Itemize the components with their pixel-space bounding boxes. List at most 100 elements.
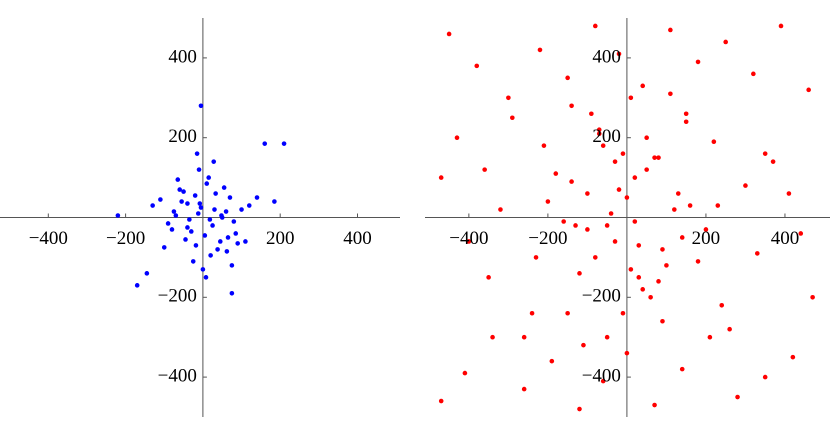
point (672, 207, 677, 212)
point (581, 342, 586, 348)
point (227, 195, 233, 200)
x-tick-label: 400 (771, 228, 800, 249)
point (683, 111, 689, 117)
point (592, 23, 598, 29)
point (533, 255, 539, 260)
point (762, 374, 768, 380)
point (620, 151, 626, 156)
point (656, 279, 661, 284)
point (660, 318, 665, 324)
point (446, 31, 452, 37)
point (652, 155, 657, 160)
point (239, 207, 244, 212)
point (683, 119, 689, 125)
point (644, 135, 649, 140)
point (596, 127, 602, 133)
y-tick-label: −400 (582, 365, 621, 386)
y-tick-label: −400 (158, 365, 197, 386)
point (668, 91, 673, 97)
point (735, 394, 740, 400)
point (177, 187, 183, 192)
y-tick-label: 400 (592, 46, 621, 67)
point (221, 185, 227, 190)
point (592, 255, 598, 260)
point (187, 217, 192, 222)
point (183, 237, 188, 242)
x-tick-label: 200 (266, 228, 295, 249)
point (620, 310, 626, 316)
point (569, 179, 574, 184)
point (589, 111, 594, 117)
point (608, 211, 614, 216)
point (521, 334, 527, 340)
y-tick-label: 400 (168, 46, 197, 67)
point (715, 203, 721, 208)
point (185, 225, 190, 230)
point (115, 213, 121, 218)
point (233, 231, 239, 236)
point (679, 235, 685, 240)
point (604, 334, 610, 340)
point (727, 326, 732, 332)
point (498, 207, 503, 212)
point (573, 223, 578, 228)
point (196, 167, 202, 172)
point (229, 291, 235, 296)
point (158, 197, 163, 202)
point (648, 295, 653, 300)
point (173, 213, 179, 218)
point (640, 83, 646, 89)
point (462, 370, 468, 376)
point (636, 275, 642, 280)
point (134, 283, 140, 288)
point (179, 199, 184, 204)
point (529, 310, 535, 316)
point (510, 115, 515, 121)
point (616, 51, 622, 57)
point (243, 239, 248, 244)
point (675, 191, 681, 196)
point (211, 159, 217, 164)
point (585, 191, 590, 196)
point (262, 141, 268, 146)
point (549, 358, 555, 364)
point (208, 253, 213, 258)
point (624, 195, 630, 200)
point (171, 209, 177, 214)
point (272, 199, 277, 204)
point (438, 175, 444, 180)
point (210, 223, 215, 228)
point (707, 334, 713, 340)
point (206, 175, 211, 180)
point (798, 231, 804, 236)
point (664, 263, 669, 268)
point (770, 159, 776, 164)
point (577, 406, 582, 412)
point (585, 227, 590, 232)
point (695, 259, 701, 264)
point (204, 181, 210, 186)
point (235, 241, 240, 246)
point (577, 271, 582, 276)
x-tick-label: −400 (449, 228, 488, 249)
point (169, 227, 175, 232)
point (565, 310, 570, 316)
point (217, 239, 223, 244)
point (790, 354, 796, 360)
point (660, 247, 665, 252)
point (150, 203, 155, 208)
point (652, 402, 657, 408)
point (194, 151, 200, 156)
point (189, 229, 194, 234)
point (703, 227, 709, 232)
point (229, 263, 235, 268)
point (778, 23, 784, 29)
point (165, 221, 171, 226)
point (225, 235, 231, 240)
point (198, 205, 204, 210)
point (521, 386, 527, 392)
point (545, 199, 551, 204)
point (144, 271, 150, 276)
point (224, 249, 230, 254)
